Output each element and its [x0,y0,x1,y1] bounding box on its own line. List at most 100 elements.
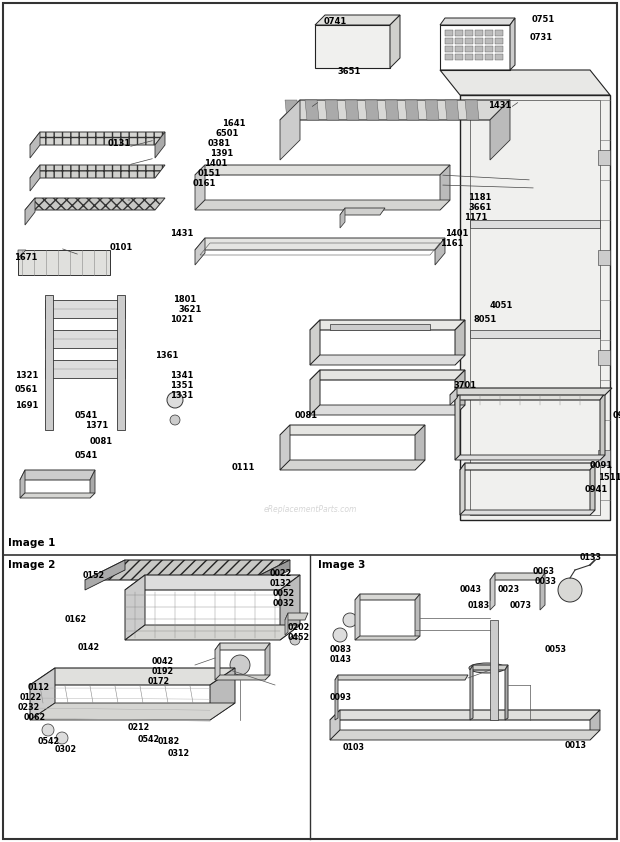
Polygon shape [335,675,468,680]
Polygon shape [470,330,600,338]
Text: 0131: 0131 [108,138,131,147]
Polygon shape [598,350,610,365]
Text: 0911: 0911 [613,411,620,419]
Polygon shape [18,250,26,258]
Text: 0081: 0081 [295,411,318,419]
Polygon shape [475,30,483,36]
Polygon shape [310,355,465,365]
Polygon shape [125,575,145,640]
Polygon shape [495,38,503,44]
Text: 0023: 0023 [498,585,520,594]
Polygon shape [465,54,473,60]
Polygon shape [340,208,385,215]
Polygon shape [415,425,425,470]
Text: 0133: 0133 [580,553,602,562]
Polygon shape [45,300,125,318]
Polygon shape [195,238,205,265]
Polygon shape [445,30,453,36]
Polygon shape [485,46,493,52]
Text: 0063: 0063 [533,568,555,577]
Circle shape [558,578,582,602]
Text: 0152: 0152 [83,571,105,579]
Polygon shape [440,70,610,95]
Text: 0202: 0202 [288,623,310,632]
Polygon shape [305,100,319,120]
Polygon shape [485,38,493,44]
Polygon shape [330,710,600,720]
Polygon shape [280,100,510,120]
Text: 0042: 0042 [152,658,174,667]
Polygon shape [325,100,339,120]
Polygon shape [45,330,125,348]
Polygon shape [590,463,595,515]
Polygon shape [510,18,515,70]
Polygon shape [445,100,459,120]
Text: 1171: 1171 [464,214,487,222]
Polygon shape [598,450,610,465]
Polygon shape [470,665,473,720]
Polygon shape [475,46,483,52]
Polygon shape [598,250,610,265]
Polygon shape [450,388,457,405]
Polygon shape [330,324,430,330]
Polygon shape [30,132,40,158]
Polygon shape [315,15,400,25]
Polygon shape [540,573,545,610]
Polygon shape [30,165,40,191]
Circle shape [230,655,250,675]
Text: 0312: 0312 [168,749,190,758]
Polygon shape [18,250,110,275]
Text: 0232: 0232 [18,704,40,712]
Text: 1671: 1671 [14,253,37,263]
Polygon shape [495,54,503,60]
Polygon shape [465,100,479,120]
Text: 0033: 0033 [535,578,557,587]
Polygon shape [310,370,465,380]
Text: 1401: 1401 [204,158,228,168]
Polygon shape [385,100,399,120]
Text: 0941: 0941 [585,486,608,494]
Polygon shape [485,54,493,60]
Text: 0161: 0161 [193,179,216,188]
Polygon shape [435,238,445,265]
Polygon shape [355,594,420,600]
Polygon shape [470,220,600,228]
Text: 1021: 1021 [170,316,193,324]
Polygon shape [30,165,165,178]
Text: 3621: 3621 [178,306,202,315]
Text: 0013: 0013 [565,740,587,749]
Polygon shape [195,200,450,210]
Text: 3651: 3651 [337,67,360,77]
Text: Image 2: Image 2 [8,560,55,570]
Polygon shape [460,510,595,515]
Text: 0542: 0542 [38,738,60,747]
Polygon shape [455,393,605,400]
Text: 0541: 0541 [75,411,99,419]
Polygon shape [335,675,338,720]
Text: 0302: 0302 [55,745,77,754]
Text: 0132: 0132 [270,578,292,588]
Text: 3701: 3701 [453,381,476,390]
Polygon shape [505,665,508,720]
Text: 0103: 0103 [343,743,365,753]
Polygon shape [450,388,612,395]
Text: 1691: 1691 [15,401,38,409]
Polygon shape [460,463,595,470]
Polygon shape [330,730,600,740]
Text: 1431: 1431 [488,100,511,109]
Polygon shape [25,198,35,225]
Polygon shape [285,613,288,635]
Circle shape [167,392,183,408]
Polygon shape [455,320,465,365]
Polygon shape [598,150,610,165]
Text: 0093: 0093 [330,694,352,702]
Text: 0151: 0151 [198,168,221,178]
Text: 1401: 1401 [445,228,468,237]
Text: 0032: 0032 [273,599,295,607]
Polygon shape [25,198,165,210]
Text: 1331: 1331 [170,391,193,399]
Polygon shape [460,463,465,515]
Polygon shape [330,710,340,740]
Polygon shape [195,238,445,250]
Polygon shape [465,38,473,44]
